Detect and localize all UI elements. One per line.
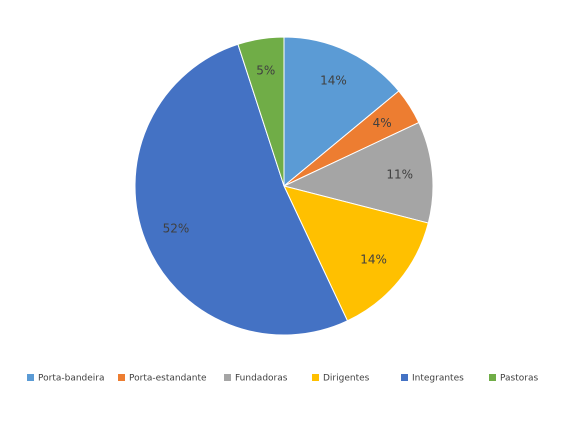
data-label: 11% [386,168,413,182]
data-label: 4% [373,116,392,130]
pie-slice [283,185,429,322]
data-label: 14% [360,253,387,267]
legend-label: Dirigentes [323,374,370,384]
legend-label: Pastoras [500,374,538,384]
pie-slice [282,121,434,224]
legend-label: Fundadoras [235,374,288,384]
legend-swatch [27,374,34,381]
pie-slice [237,36,285,187]
legend-swatch [401,374,408,381]
legend-swatch [489,374,496,381]
pie-slice [134,43,349,336]
legend-label: Integrantes [412,374,464,384]
data-label: 52% [163,221,190,235]
data-label: 14% [320,73,347,87]
legend-label: Porta-bandeira [38,374,105,384]
legend-swatch [224,374,231,381]
legend-swatch [312,374,319,381]
legend-label: Porta-estandante [129,374,207,384]
legend-swatch [118,374,125,381]
data-label: 5% [256,64,275,78]
pie-slice [283,36,400,188]
